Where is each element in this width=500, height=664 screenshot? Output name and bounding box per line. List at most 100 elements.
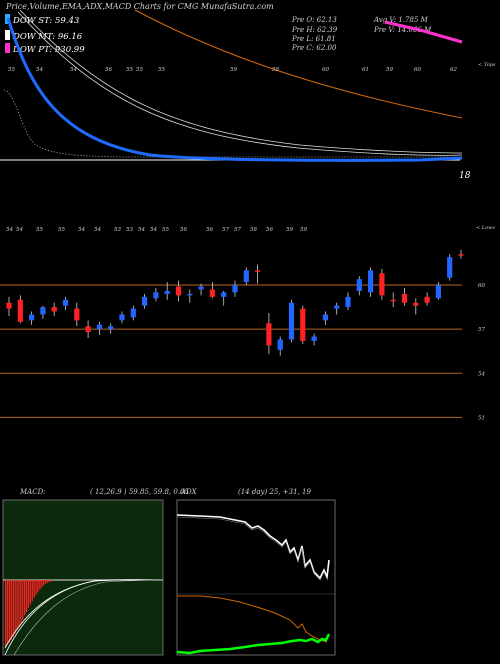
ema-fast-line bbox=[6, 17, 463, 162]
candle-body bbox=[266, 323, 272, 346]
candle-body bbox=[74, 308, 80, 321]
price-tick-label: 54 bbox=[78, 227, 85, 233]
ema-tick-label: 58 bbox=[272, 67, 279, 73]
price-tick-label: 56 bbox=[180, 227, 187, 233]
ema-tick-label: 61 bbox=[362, 67, 369, 73]
candle-body bbox=[198, 286, 204, 290]
price-tick-label: 53 bbox=[114, 227, 121, 233]
candle-body bbox=[379, 273, 385, 296]
price-tick-label: 59 bbox=[300, 227, 307, 233]
price-candles bbox=[6, 249, 464, 356]
candle-body bbox=[62, 299, 69, 306]
macd-hist-bar bbox=[20, 580, 22, 624]
candle-body bbox=[119, 314, 125, 321]
price-tick-label: 54 bbox=[16, 227, 23, 233]
prev-close: Pre C: 62.00 bbox=[291, 44, 337, 52]
candle-body bbox=[390, 299, 396, 302]
dow-st-label: DOW ST: 59.43 bbox=[12, 16, 79, 26]
price-tick-label: 53 bbox=[126, 227, 133, 233]
macd-hist-bar bbox=[39, 580, 41, 590]
candle-body bbox=[96, 324, 102, 330]
ema-top-ticks: 55 54 54 56 55 55 55 59 58 60 61 59 60 62 bbox=[8, 67, 457, 73]
candle-body bbox=[401, 293, 408, 303]
price-tick-label: 54 bbox=[6, 227, 13, 233]
macd-hist-bar bbox=[27, 580, 30, 608]
ema-tick-label: 56 bbox=[105, 67, 112, 73]
ema-tops-label: < Tops bbox=[478, 62, 496, 68]
candle-body bbox=[288, 302, 295, 340]
ema-tick-label: 55 bbox=[136, 67, 143, 73]
macd-hist-bar bbox=[10, 580, 12, 640]
adx-line-shadow bbox=[176, 516, 328, 581]
candle-body bbox=[322, 314, 328, 321]
candle-body bbox=[413, 302, 419, 306]
ema-slow-line-1 bbox=[17, 11, 463, 156]
candle-body bbox=[153, 292, 159, 299]
price-tick-label: 54 bbox=[94, 227, 101, 233]
ema-tick-label: 54 bbox=[70, 67, 77, 73]
macd-hist-bar bbox=[24, 580, 26, 616]
macd-hist-bar bbox=[14, 580, 16, 634]
adx-label: ADX bbox=[180, 488, 198, 496]
candle-body bbox=[345, 296, 351, 308]
ema-top-line bbox=[384, 20, 463, 44]
candle-body bbox=[187, 293, 193, 296]
macd-panel: MACD: ( 12,26,9 ) 59.85, 59.8, 0.05 bbox=[2, 488, 190, 656]
candle-body bbox=[40, 307, 46, 315]
price-tick-label: 55 bbox=[162, 227, 169, 233]
prev-open: Pre O: 62.13 bbox=[291, 16, 337, 24]
candle-body bbox=[243, 270, 249, 283]
macd-hist-bar bbox=[41, 580, 43, 588]
adx-panel: ADX (14 day) 25, +31, 19 bbox=[176, 488, 336, 656]
price-tick-label: 57 bbox=[234, 227, 241, 233]
candle-body bbox=[255, 270, 261, 272]
price-level-label: 60 bbox=[478, 283, 485, 289]
candle-body bbox=[175, 286, 182, 296]
minus-di-line bbox=[176, 633, 331, 655]
macd-hist-bar bbox=[44, 580, 47, 585]
macd-hist-bar bbox=[25, 580, 28, 612]
macd-hist-bar bbox=[50, 580, 52, 582]
candle-body bbox=[300, 308, 306, 341]
candle-body bbox=[435, 285, 441, 299]
ema-tick-label: 62 bbox=[450, 67, 457, 73]
macd-hist-bar bbox=[48, 580, 50, 583]
price-tick-label: 55 bbox=[36, 227, 43, 233]
candle-body bbox=[29, 314, 35, 321]
macd-hist-bar bbox=[8, 580, 11, 643]
prev-low: Pre L: 61.81 bbox=[291, 35, 336, 43]
macd-background bbox=[2, 499, 164, 656]
macd-hist-bar bbox=[6, 580, 9, 645]
candle-body bbox=[277, 339, 283, 350]
ema-long-line bbox=[134, 9, 463, 119]
price-level-label: 54 bbox=[478, 371, 485, 377]
ema-slow-line-2 bbox=[19, 9, 463, 154]
price-tick-label: 54 bbox=[150, 227, 157, 233]
price-tick-label: 56 bbox=[266, 227, 273, 233]
ema-tick-label: 55 bbox=[158, 67, 165, 73]
candle-body bbox=[142, 296, 148, 306]
macd-hist-bar bbox=[16, 580, 18, 631]
price-level-label: 57 bbox=[478, 327, 485, 333]
candle-body bbox=[424, 296, 430, 303]
price-top-ticks: 54 54 55 55 54 54 53 53 54 54 55 56 56 57 57 58 56 59 59 bbox=[6, 227, 307, 233]
ema-tick-label: 55 bbox=[126, 67, 133, 73]
macd-hist-bar bbox=[5, 580, 7, 647]
macd-hist-bar bbox=[22, 580, 24, 620]
ema-panel: < Tops 18 bbox=[0, 9, 496, 181]
macd-histogram bbox=[5, 580, 52, 647]
candle-body bbox=[311, 336, 317, 341]
price-lows-label: < Lows bbox=[476, 225, 495, 231]
macd-line-inner bbox=[13, 579, 164, 656]
dow-pt-swatch bbox=[5, 43, 10, 53]
macd-hist-bar bbox=[31, 580, 33, 602]
macd-hist-bar bbox=[35, 580, 37, 595]
macd-hist-bar bbox=[12, 580, 14, 638]
candle-body bbox=[458, 254, 464, 256]
dow-mt-swatch bbox=[5, 30, 10, 40]
macd-hist-bar bbox=[43, 580, 45, 586]
chart-title: Price,Volume,EMA,ADX,MACD Charts for CMG… bbox=[5, 2, 274, 11]
macd-hist-bar bbox=[46, 580, 49, 583]
